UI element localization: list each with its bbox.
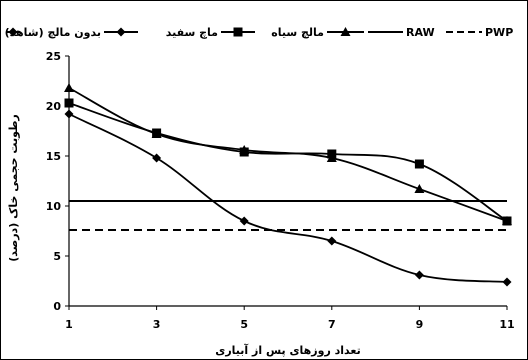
x-tick-label: 7: [328, 318, 336, 331]
legend-entry-0: بدون مالچ (شاهد): [5, 26, 138, 39]
legend-label: ماچ سفید: [166, 26, 218, 40]
x-axis-title: تعداد روزهای پس از آبیاری: [215, 343, 361, 357]
data-point: [327, 236, 337, 246]
x-tick-label: 11: [499, 318, 514, 331]
data-point: [64, 83, 74, 92]
data-point: [502, 277, 512, 287]
series-group: [64, 83, 512, 287]
legend-marker: [8, 27, 18, 37]
y-tick-label: 20: [46, 100, 62, 113]
axes: 0 5 10 15 20 25 1 3 5 7 9 11: [46, 50, 515, 331]
legend-entry-4: PWP: [446, 26, 513, 39]
legend-marker: [116, 27, 126, 37]
data-point: [326, 153, 337, 162]
y-tick-label: 15: [46, 150, 61, 163]
data-point: [414, 270, 424, 280]
legend-marker: [233, 27, 243, 37]
data-point: [502, 216, 512, 225]
x-tick-label: 5: [240, 318, 248, 331]
series-2: [64, 83, 512, 225]
y-tick-label: 0: [53, 300, 61, 313]
data-point: [64, 109, 74, 119]
legend-label: مالچ سیاه: [271, 26, 324, 39]
data-point: [239, 145, 250, 154]
legend-label: RAW: [406, 26, 435, 39]
legend-entry-2: مالچ سیاه: [271, 26, 364, 39]
legend-entry-3: RAW: [368, 26, 435, 39]
data-point: [414, 184, 425, 193]
legend-label: PWP: [485, 26, 513, 39]
legend-label: بدون مالچ (شاهد): [5, 26, 101, 39]
legend-marker: [340, 27, 351, 36]
y-tick-label: 10: [46, 200, 62, 213]
x-tick-label: 9: [416, 318, 424, 331]
data-point: [152, 153, 162, 163]
x-tick-label: 1: [65, 318, 73, 331]
y-axis-title: رطوبت حجمی خاک (درصد): [7, 114, 20, 262]
y-tick-label: 5: [53, 250, 61, 263]
y-tick-label: 25: [46, 50, 61, 63]
data-point: [151, 129, 162, 138]
legend-entry-1: ماچ سفید: [166, 26, 255, 40]
data-point: [239, 216, 249, 226]
data-point: [414, 159, 424, 169]
series-0: [64, 109, 512, 287]
legend: بدون مالچ (شاهد) ماچ سفید مالچ سیاه RAW PWP: [5, 26, 514, 40]
data-point: [64, 98, 74, 108]
series-line-0: [68, 113, 508, 283]
x-tick-label: 3: [153, 318, 161, 331]
series-line-2: [68, 87, 508, 222]
